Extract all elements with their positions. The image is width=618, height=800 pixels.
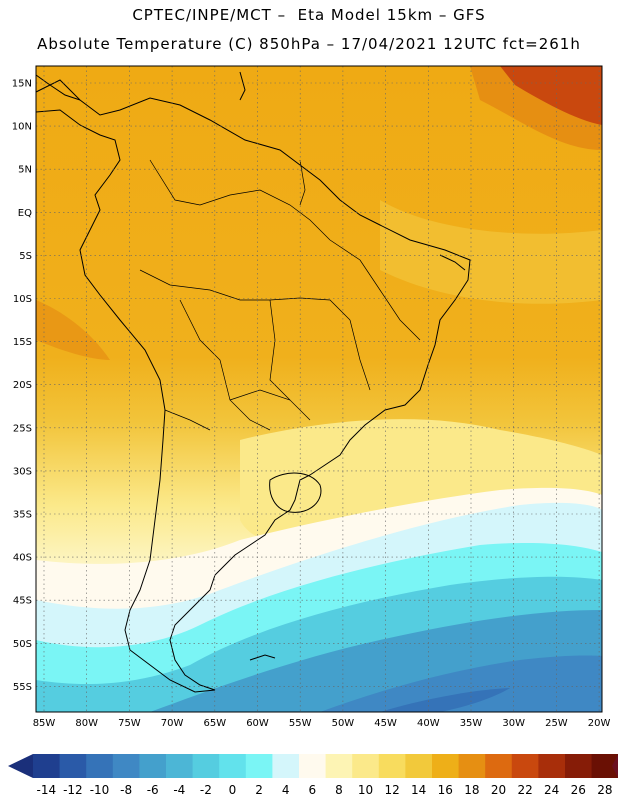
lon-label: 50W xyxy=(332,718,355,729)
colorbar-label: 22 xyxy=(517,783,532,797)
lat-label: EQ xyxy=(18,208,32,219)
colorbar-swatch xyxy=(272,754,300,778)
colorbar-swatch xyxy=(219,754,247,778)
colorbar-arrow-high xyxy=(612,754,618,778)
lat-label: 30S xyxy=(13,466,32,477)
lon-label: 35W xyxy=(460,718,483,729)
colorbar-arrow-low xyxy=(8,754,33,778)
colorbar-label: -2 xyxy=(200,783,212,797)
colorbar-label: 4 xyxy=(282,783,290,797)
lat-label: 15S xyxy=(13,337,32,348)
country-borders xyxy=(139,159,421,431)
lon-label: 65W xyxy=(203,718,226,729)
colorbar-swatch xyxy=(192,754,220,778)
lon-label: 80W xyxy=(75,718,98,729)
lon-label: 85W xyxy=(33,718,56,729)
lon-label: 75W xyxy=(118,718,141,729)
colorbar-label: 18 xyxy=(464,783,479,797)
lat-label: 25S xyxy=(13,423,32,434)
colorbar-label: -4 xyxy=(173,783,185,797)
lon-label: 40W xyxy=(417,718,440,729)
colorbar-label: 28 xyxy=(597,783,612,797)
colorbar-label: 16 xyxy=(438,783,453,797)
colorbar-label: 10 xyxy=(358,783,373,797)
lat-label: 10N xyxy=(12,122,32,133)
coastline xyxy=(35,71,471,693)
colorbar-swatch xyxy=(405,754,433,778)
lat-label: 50S xyxy=(13,639,32,650)
colorbar-swatch xyxy=(59,754,87,778)
lon-label: 70W xyxy=(161,718,184,729)
colorbar-swatch xyxy=(511,754,539,778)
colorbar-label: 2 xyxy=(255,783,263,797)
colorbar-swatch xyxy=(33,754,61,778)
lat-label: 5S xyxy=(19,251,32,262)
colorbar-label: 8 xyxy=(335,783,343,797)
chart-title-line1: CPTEC/INPE/MCT – Eta Model 15km – GFS xyxy=(132,6,486,24)
colorbar-label: 24 xyxy=(544,783,559,797)
colorbar-label: -12 xyxy=(63,783,83,797)
colorbar-swatch xyxy=(432,754,460,778)
colorbar-swatch xyxy=(378,754,406,778)
colorbar-swatch xyxy=(458,754,486,778)
colorbar-label: -6 xyxy=(147,783,159,797)
colorbar-swatch xyxy=(166,754,194,778)
map-frame xyxy=(35,65,603,713)
colorbar-swatch xyxy=(485,754,513,778)
lat-label: 35S xyxy=(13,510,32,521)
colorbar-label: 26 xyxy=(571,783,586,797)
colorbar-swatch xyxy=(245,754,273,778)
lon-label: 55W xyxy=(289,718,312,729)
lat-label: 55S xyxy=(13,682,32,693)
colorbar-swatch xyxy=(139,754,167,778)
lon-label: 30W xyxy=(502,718,525,729)
colorbar-swatch xyxy=(86,754,114,778)
colorbar-label: 0 xyxy=(229,783,237,797)
latitude-labels: 15N 10N 5N EQ 5S 10S 15S 20S 25S 30S 35S 40S 45S 50S 5… xyxy=(12,79,32,693)
lat-label: 5N xyxy=(18,165,32,176)
colorbar-label: 20 xyxy=(491,783,506,797)
colorbar-swatch xyxy=(565,754,593,778)
temperature-field xyxy=(36,66,602,712)
lat-label: 40S xyxy=(13,553,32,564)
colorbar-swatch xyxy=(538,754,566,778)
colorbar-swatch xyxy=(299,754,327,778)
lat-label: 10S xyxy=(13,294,32,305)
colorbar: -14 -12 -10 -8 -6 -4 -2 0 2 4 6 8 10 12 14 16 18 20 22 24 26… xyxy=(8,754,618,797)
lat-label: 45S xyxy=(13,596,32,607)
colorbar-label: -10 xyxy=(90,783,110,797)
colorbar-swatch xyxy=(325,754,353,778)
colorbar-label: -8 xyxy=(120,783,132,797)
chart-title-line2: Absolute Temperature (C) 850hPa – 17/04/… xyxy=(37,35,581,53)
longitude-labels: 85W 80W 75W 70W 65W 60W 55W 50W 45W 40W 35W 30W 25W 2… xyxy=(33,718,611,729)
lon-label: 45W xyxy=(374,718,397,729)
lon-label: 25W xyxy=(545,718,568,729)
lat-label: 15N xyxy=(12,79,32,90)
lon-label: 20W xyxy=(588,718,611,729)
lat-label: 20S xyxy=(13,380,32,391)
colorbar-swatch xyxy=(112,754,140,778)
colorbar-swatch xyxy=(352,754,380,778)
colorbar-label: 14 xyxy=(411,783,426,797)
colorbar-label: 12 xyxy=(384,783,399,797)
lon-label: 60W xyxy=(246,718,269,729)
colorbar-label: 6 xyxy=(308,783,316,797)
colorbar-label: -14 xyxy=(36,783,56,797)
